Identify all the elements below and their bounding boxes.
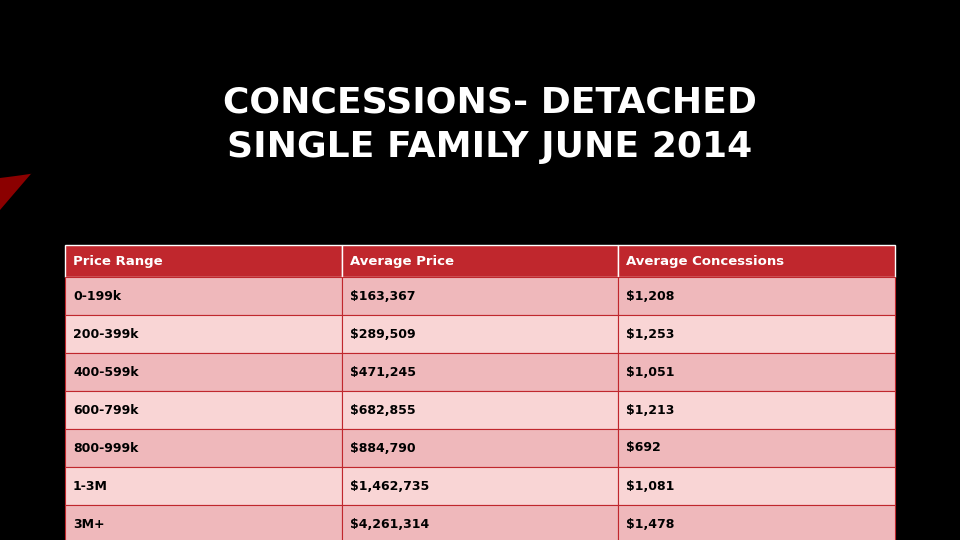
Bar bbox=[65, 315, 342, 353]
Text: CONCESSIONS- DETACHED
SINGLE FAMILY JUNE 2014: CONCESSIONS- DETACHED SINGLE FAMILY JUNE… bbox=[223, 86, 756, 164]
Bar bbox=[342, 315, 618, 353]
Text: Average Price: Average Price bbox=[349, 254, 454, 267]
Text: 3M+: 3M+ bbox=[73, 517, 105, 530]
Bar bbox=[65, 391, 342, 429]
Text: Price Range: Price Range bbox=[73, 254, 162, 267]
Bar bbox=[618, 391, 895, 429]
Polygon shape bbox=[0, 0, 380, 170]
Bar bbox=[342, 429, 618, 467]
Bar bbox=[342, 391, 618, 429]
Polygon shape bbox=[0, 0, 960, 178]
Bar bbox=[618, 277, 895, 315]
Text: $289,509: $289,509 bbox=[349, 327, 416, 341]
Bar bbox=[342, 277, 618, 315]
Text: $1,051: $1,051 bbox=[626, 366, 675, 379]
Text: $163,367: $163,367 bbox=[349, 289, 415, 302]
Polygon shape bbox=[600, 0, 960, 110]
Bar bbox=[65, 277, 342, 315]
Text: 800-999k: 800-999k bbox=[73, 442, 138, 455]
Bar bbox=[65, 505, 342, 540]
Bar bbox=[342, 245, 618, 277]
Bar bbox=[342, 505, 618, 540]
Text: $682,855: $682,855 bbox=[349, 403, 416, 416]
Polygon shape bbox=[0, 0, 650, 65]
Text: 200-399k: 200-399k bbox=[73, 327, 138, 341]
Polygon shape bbox=[0, 110, 100, 210]
Text: 1-3M: 1-3M bbox=[73, 480, 108, 492]
Bar bbox=[342, 467, 618, 505]
Text: $471,245: $471,245 bbox=[349, 366, 416, 379]
Bar bbox=[618, 353, 895, 391]
Text: $1,208: $1,208 bbox=[626, 289, 675, 302]
Bar bbox=[618, 505, 895, 540]
Bar bbox=[618, 429, 895, 467]
Polygon shape bbox=[0, 0, 500, 125]
Text: $1,253: $1,253 bbox=[626, 327, 675, 341]
Text: $1,478: $1,478 bbox=[626, 517, 675, 530]
Text: $884,790: $884,790 bbox=[349, 442, 416, 455]
Bar bbox=[618, 245, 895, 277]
Bar bbox=[65, 429, 342, 467]
Text: $1,462,735: $1,462,735 bbox=[349, 480, 429, 492]
Text: $692: $692 bbox=[626, 442, 661, 455]
Text: 400-599k: 400-599k bbox=[73, 366, 138, 379]
Polygon shape bbox=[0, 0, 700, 40]
Text: Average Concessions: Average Concessions bbox=[626, 254, 784, 267]
Bar bbox=[65, 467, 342, 505]
Text: 600-799k: 600-799k bbox=[73, 403, 138, 416]
Bar bbox=[65, 353, 342, 391]
Text: $1,081: $1,081 bbox=[626, 480, 675, 492]
Polygon shape bbox=[0, 0, 580, 95]
Bar bbox=[618, 315, 895, 353]
Bar bbox=[342, 353, 618, 391]
Text: $1,213: $1,213 bbox=[626, 403, 675, 416]
Text: $4,261,314: $4,261,314 bbox=[349, 517, 429, 530]
Text: 0-199k: 0-199k bbox=[73, 289, 121, 302]
Bar bbox=[65, 245, 342, 277]
Bar bbox=[618, 467, 895, 505]
